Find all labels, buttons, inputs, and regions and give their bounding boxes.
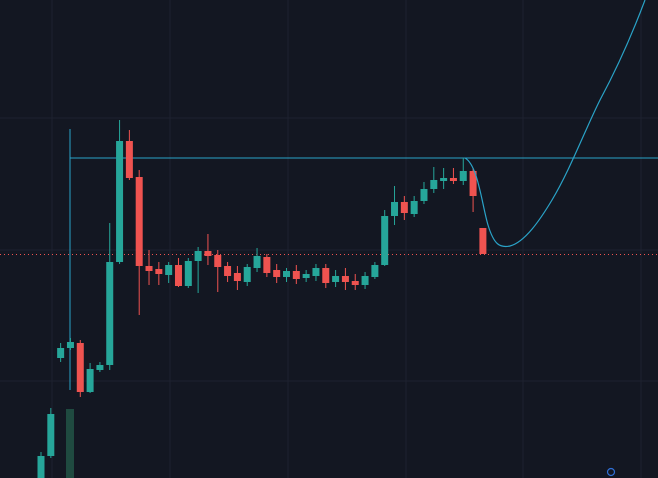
candle-body [332, 276, 340, 282]
candle-body [459, 171, 467, 181]
candle-body [312, 268, 320, 276]
candle-body [263, 257, 271, 273]
candle-body [420, 189, 428, 201]
candle-body [145, 266, 153, 271]
candle-body [243, 267, 251, 282]
candle-body [371, 265, 379, 277]
candle-body [76, 343, 84, 392]
candle-body [116, 141, 124, 262]
candle-body [106, 262, 114, 365]
candle-body [135, 177, 143, 266]
candle-body [174, 265, 182, 286]
candle-body [449, 178, 457, 181]
candle-body [302, 274, 310, 278]
candle-body [469, 171, 477, 196]
candle-body [184, 261, 192, 286]
candle-body [155, 269, 163, 274]
candle-body [430, 180, 438, 189]
candle-body [292, 271, 300, 279]
marker-icon [606, 467, 616, 477]
candle-body [37, 456, 45, 478]
candle-body [214, 255, 222, 267]
candle-body [224, 266, 232, 276]
candle-body [410, 201, 418, 214]
candle-body [204, 251, 212, 256]
candle-body [391, 202, 399, 216]
indicator-line [464, 0, 646, 248]
candle-body [96, 365, 104, 370]
candle-body [361, 276, 369, 285]
candle-body [86, 369, 94, 392]
candle-body [253, 256, 261, 268]
volume-bar [66, 409, 74, 478]
candle-body [351, 281, 359, 285]
candle-body [273, 270, 281, 277]
candle-body [125, 141, 133, 178]
candles [37, 120, 487, 478]
candle-body [283, 271, 290, 277]
candle-body [233, 273, 241, 281]
candle-body [479, 228, 487, 254]
candle-body [57, 348, 65, 358]
candle-body [194, 251, 202, 261]
candle-body [165, 265, 173, 275]
candle-body [341, 276, 349, 282]
candle-body [400, 202, 408, 213]
candle-body [440, 178, 448, 181]
candle-body [66, 342, 74, 348]
candle-body [381, 216, 389, 265]
candle-body [322, 268, 330, 283]
candle-body [47, 414, 55, 456]
